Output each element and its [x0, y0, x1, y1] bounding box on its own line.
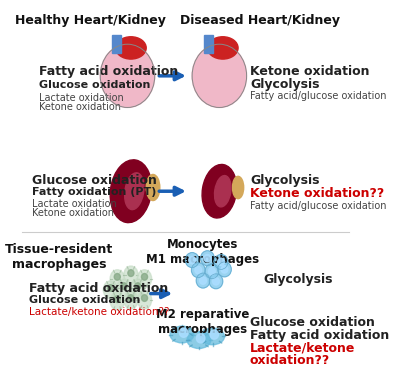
Ellipse shape	[214, 176, 231, 207]
Ellipse shape	[221, 266, 228, 273]
Text: Ketone oxidation: Ketone oxidation	[32, 208, 114, 218]
Ellipse shape	[110, 270, 124, 288]
Ellipse shape	[100, 44, 155, 108]
Ellipse shape	[218, 258, 224, 266]
Ellipse shape	[192, 44, 246, 108]
Ellipse shape	[214, 255, 228, 269]
Ellipse shape	[142, 273, 148, 280]
Text: Diseased Heart/Kidney: Diseased Heart/Kidney	[180, 14, 340, 27]
Text: Tissue-resident
macrophages: Tissue-resident macrophages	[5, 243, 114, 272]
Ellipse shape	[128, 270, 134, 276]
Text: Healthy Heart/Kidney: Healthy Heart/Kidney	[15, 14, 166, 27]
Ellipse shape	[189, 256, 196, 264]
Ellipse shape	[103, 281, 118, 299]
Ellipse shape	[218, 262, 231, 277]
Text: M2 reparative
macrophages: M2 reparative macrophages	[156, 309, 249, 336]
Ellipse shape	[108, 285, 114, 291]
Text: Glucose oxidation: Glucose oxidation	[29, 296, 140, 306]
Ellipse shape	[114, 273, 120, 280]
Ellipse shape	[146, 174, 160, 201]
Text: Fatty acid oxidation: Fatty acid oxidation	[250, 329, 389, 342]
Text: Glycolysis: Glycolysis	[264, 273, 333, 286]
Text: Fatty acid oxidation: Fatty acid oxidation	[29, 282, 168, 296]
Text: Fatty acid oxidation: Fatty acid oxidation	[39, 64, 178, 78]
Ellipse shape	[209, 274, 223, 289]
Ellipse shape	[137, 291, 152, 309]
Text: Glucose oxidation: Glucose oxidation	[32, 174, 157, 188]
Text: Glycolysis: Glycolysis	[250, 174, 320, 188]
Ellipse shape	[196, 273, 210, 288]
Ellipse shape	[192, 263, 205, 278]
Text: Glucose oxidation: Glucose oxidation	[39, 80, 150, 90]
Ellipse shape	[232, 176, 244, 199]
Ellipse shape	[135, 283, 141, 290]
Text: Lactate oxidation: Lactate oxidation	[32, 199, 117, 208]
Text: Lactate/ketone: Lactate/ketone	[250, 342, 355, 355]
Ellipse shape	[195, 266, 202, 274]
Ellipse shape	[125, 173, 144, 210]
Ellipse shape	[114, 296, 120, 303]
Text: Fatty oxidation (PT): Fatty oxidation (PT)	[32, 188, 157, 198]
Ellipse shape	[185, 253, 199, 267]
Ellipse shape	[128, 295, 134, 302]
Bar	[112, 35, 121, 54]
Ellipse shape	[110, 160, 152, 223]
Text: oxidation??: oxidation??	[250, 354, 330, 367]
Text: Lactate/ketone oxidation??: Lactate/ketone oxidation??	[29, 308, 169, 317]
Ellipse shape	[124, 266, 138, 284]
Text: Fatty acid/glucose oxidation: Fatty acid/glucose oxidation	[250, 201, 386, 210]
Ellipse shape	[130, 279, 145, 297]
Ellipse shape	[212, 278, 219, 285]
Text: Ketone oxidation??: Ketone oxidation??	[250, 188, 384, 201]
Ellipse shape	[124, 291, 138, 309]
Ellipse shape	[205, 264, 219, 279]
Ellipse shape	[202, 165, 237, 218]
Text: Lactate oxidation: Lactate oxidation	[39, 93, 124, 103]
Text: Ketone oxidation: Ketone oxidation	[250, 64, 370, 78]
Ellipse shape	[201, 251, 214, 266]
Text: Glycolysis: Glycolysis	[250, 78, 320, 91]
Bar	[204, 35, 212, 54]
Ellipse shape	[208, 37, 238, 59]
Ellipse shape	[208, 267, 215, 275]
Ellipse shape	[210, 330, 218, 339]
Text: Monocytes
M1 macrophages: Monocytes M1 macrophages	[146, 238, 259, 266]
Ellipse shape	[170, 326, 194, 343]
Ellipse shape	[187, 332, 211, 348]
Ellipse shape	[200, 277, 206, 284]
Ellipse shape	[121, 283, 127, 290]
Ellipse shape	[137, 270, 152, 288]
Ellipse shape	[201, 328, 224, 345]
Ellipse shape	[142, 295, 148, 302]
Text: Ketone oxidation: Ketone oxidation	[39, 102, 121, 112]
Ellipse shape	[110, 292, 124, 310]
Ellipse shape	[116, 37, 146, 59]
Text: Glucose oxidation: Glucose oxidation	[250, 316, 375, 329]
Ellipse shape	[204, 255, 211, 262]
Ellipse shape	[196, 334, 205, 343]
Ellipse shape	[117, 279, 131, 297]
Text: Fatty acid/glucose oxidation: Fatty acid/glucose oxidation	[250, 91, 386, 101]
Ellipse shape	[179, 328, 188, 338]
